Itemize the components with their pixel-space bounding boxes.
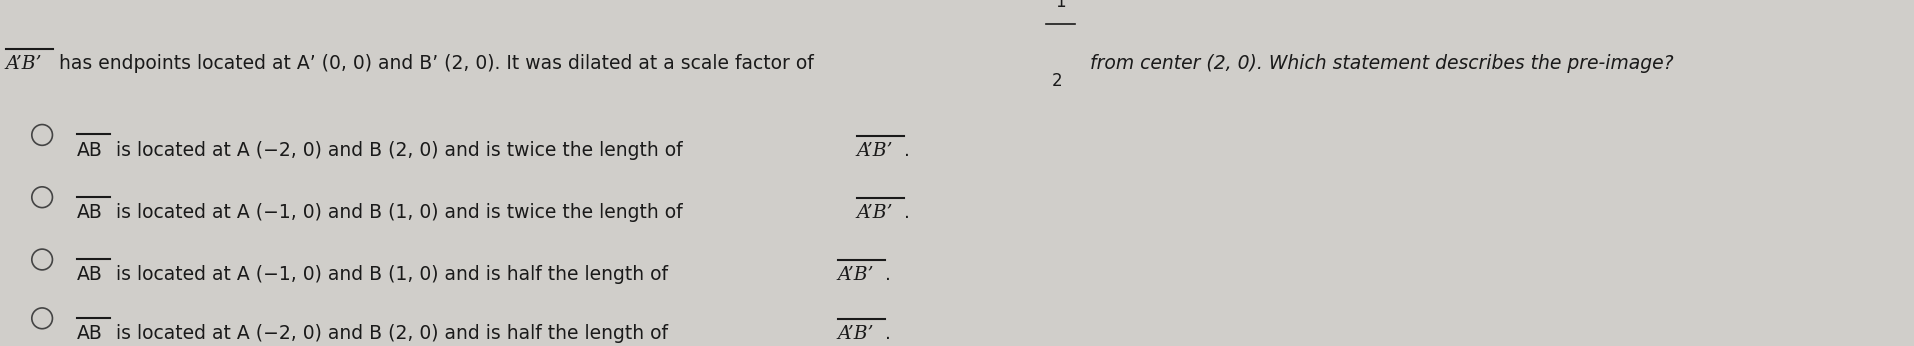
- Text: A’B’: A’B’: [836, 266, 875, 284]
- Text: is located at A (−1, 0) and B (1, 0) and is half the length of: is located at A (−1, 0) and B (1, 0) and…: [109, 265, 674, 284]
- Text: is located at A (−1, 0) and B (1, 0) and is twice the length of: is located at A (−1, 0) and B (1, 0) and…: [109, 203, 689, 222]
- Text: is located at A (−2, 0) and B (2, 0) and is half the length of: is located at A (−2, 0) and B (2, 0) and…: [109, 324, 674, 343]
- Text: A’B’: A’B’: [856, 142, 892, 160]
- Text: A’B’: A’B’: [856, 204, 892, 222]
- Text: is located at A (−2, 0) and B (2, 0) and is twice the length of: is located at A (−2, 0) and B (2, 0) and…: [109, 141, 689, 160]
- Text: .: .: [903, 141, 909, 160]
- Text: .: .: [903, 203, 909, 222]
- Text: 1: 1: [1055, 0, 1066, 11]
- Text: AB: AB: [77, 141, 103, 160]
- Text: A’B’: A’B’: [836, 325, 875, 343]
- Text: has endpoints located at A’ (0, 0) and B’ (2, 0). It was dilated at a scale fact: has endpoints located at A’ (0, 0) and B…: [54, 54, 819, 73]
- Text: 2: 2: [1051, 73, 1062, 91]
- Text: AB: AB: [77, 203, 103, 222]
- Text: .: .: [884, 265, 890, 284]
- Text: from center (2, 0). Which statement describes the pre-image?: from center (2, 0). Which statement desc…: [1083, 54, 1673, 73]
- Text: AB: AB: [77, 265, 103, 284]
- Text: A’B’: A’B’: [6, 55, 42, 73]
- Text: AB: AB: [77, 324, 103, 343]
- Text: .: .: [884, 324, 890, 343]
